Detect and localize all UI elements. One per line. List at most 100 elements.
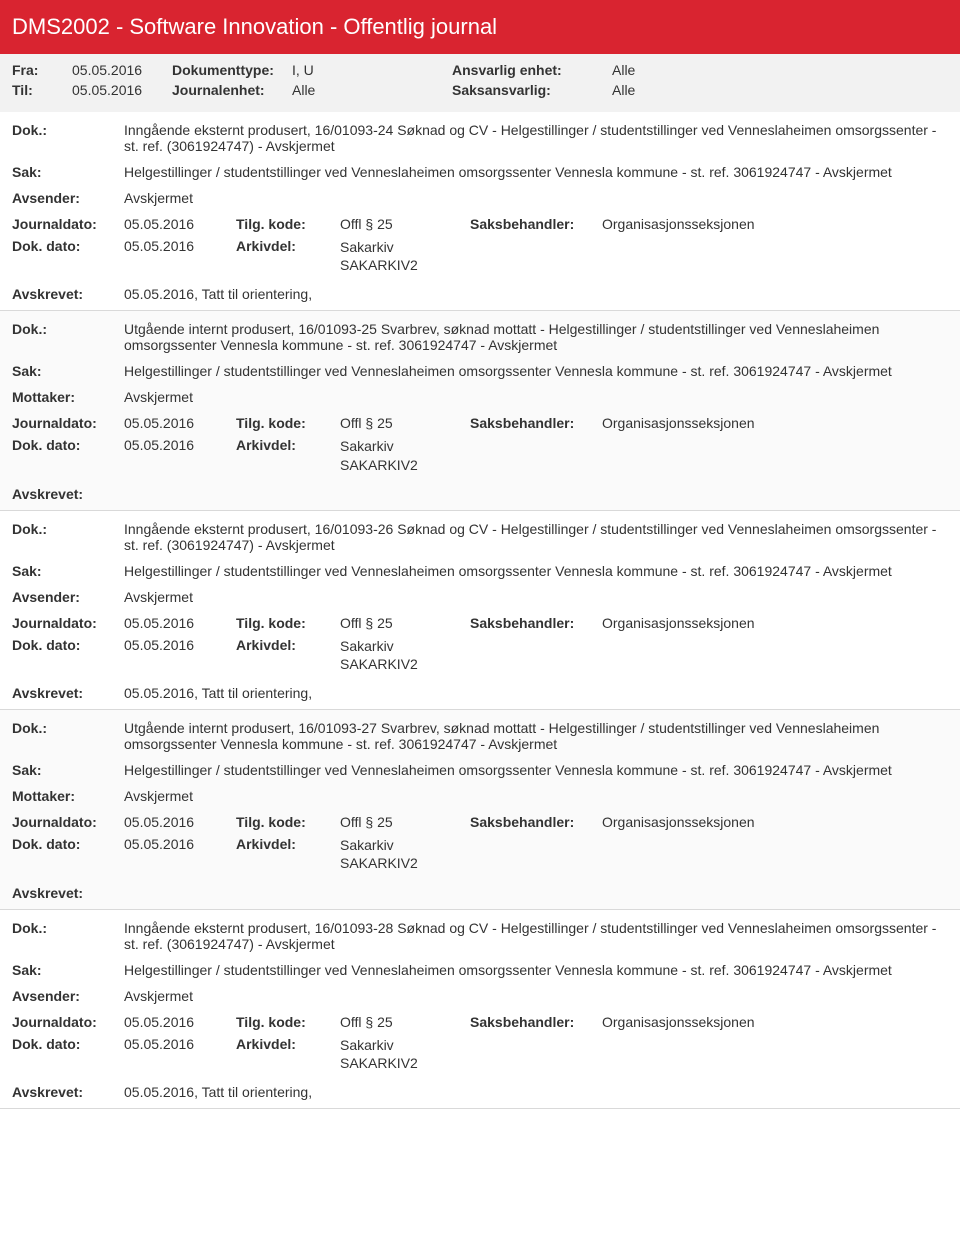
ansvarlig-value: Alle	[612, 62, 752, 78]
tilgkode-label: Tilg. kode:	[236, 814, 340, 830]
dok-label: Dok.:	[12, 720, 124, 736]
arkivdel-label: Arkivdel:	[236, 437, 340, 473]
avskrevet-label: Avskrevet:	[12, 1084, 124, 1100]
party-value: Avskjermet	[124, 389, 948, 405]
saksansvarlig-label: Saksansvarlig:	[452, 82, 612, 98]
dokdato-value: 05.05.2016	[124, 1036, 236, 1072]
journaldato-value: 05.05.2016	[124, 615, 236, 631]
journaldato-value: 05.05.2016	[124, 1014, 236, 1030]
dokdato-value: 05.05.2016	[124, 437, 236, 473]
dok-value: Inngående eksternt produsert, 16/01093-2…	[124, 521, 948, 553]
saksbehandler-value: Organisasjonsseksjonen	[602, 216, 948, 232]
party-label: Mottaker:	[12, 389, 124, 405]
dok-value: Utgående internt produsert, 16/01093-27 …	[124, 720, 948, 752]
dok-value: Inngående eksternt produsert, 16/01093-2…	[124, 920, 948, 952]
saksbehandler-value: Organisasjonsseksjonen	[602, 415, 948, 431]
tilgkode-label: Tilg. kode:	[236, 1014, 340, 1030]
til-label: Til:	[12, 82, 72, 98]
sak-label: Sak:	[12, 363, 124, 379]
sak-value: Helgestillinger / studentstillinger ved …	[124, 962, 948, 978]
dokdato-label: Dok. dato:	[12, 637, 124, 673]
fra-value: 05.05.2016	[72, 62, 172, 78]
sak-value: Helgestillinger / studentstillinger ved …	[124, 563, 948, 579]
tilgkode-value: Offl § 25	[340, 216, 470, 232]
saksbehandler-label: Saksbehandler:	[470, 814, 602, 830]
dokdato-value: 05.05.2016	[124, 836, 236, 872]
saksbehandler-value: Organisasjonsseksjonen	[602, 615, 948, 631]
tilgkode-value: Offl § 25	[340, 814, 470, 830]
avskrevet-value: 05.05.2016, Tatt til orientering,	[124, 286, 948, 302]
dok-label: Dok.:	[12, 122, 124, 138]
avskrevet-label: Avskrevet:	[12, 685, 124, 701]
party-label: Avsender:	[12, 988, 124, 1004]
saksbehandler-label: Saksbehandler:	[470, 1014, 602, 1030]
sak-label: Sak:	[12, 762, 124, 778]
avskrevet-value	[124, 885, 948, 901]
arkivdel-label: Arkivdel:	[236, 238, 340, 274]
til-value: 05.05.2016	[72, 82, 172, 98]
dok-value: Utgående internt produsert, 16/01093-25 …	[124, 321, 948, 353]
journaldato-label: Journaldato:	[12, 1014, 124, 1030]
arkivdel-value: Sakarkiv SAKARKIV2	[340, 1036, 418, 1072]
dok-value: Inngående eksternt produsert, 16/01093-2…	[124, 122, 948, 154]
journal-entry: Dok.: Utgående internt produsert, 16/010…	[0, 710, 960, 909]
journaldato-value: 05.05.2016	[124, 216, 236, 232]
tilgkode-label: Tilg. kode:	[236, 415, 340, 431]
dokdato-label: Dok. dato:	[12, 437, 124, 473]
arkivdel-label: Arkivdel:	[236, 836, 340, 872]
banner-title: DMS2002 - Software Innovation - Offentli…	[12, 14, 497, 39]
journal-entry: Dok.: Inngående eksternt produsert, 16/0…	[0, 511, 960, 710]
tilgkode-label: Tilg. kode:	[236, 216, 340, 232]
dokdato-label: Dok. dato:	[12, 836, 124, 872]
journaldato-label: Journaldato:	[12, 615, 124, 631]
dok-label: Dok.:	[12, 321, 124, 337]
dokdato-label: Dok. dato:	[12, 1036, 124, 1072]
tilgkode-label: Tilg. kode:	[236, 615, 340, 631]
arkivdel-label: Arkivdel:	[236, 637, 340, 673]
avskrevet-value	[124, 486, 948, 502]
journaldato-label: Journaldato:	[12, 814, 124, 830]
doktype-value: I, U	[292, 62, 452, 78]
fra-label: Fra:	[12, 62, 72, 78]
tilgkode-value: Offl § 25	[340, 1014, 470, 1030]
journalenhet-value: Alle	[292, 82, 452, 98]
party-value: Avskjermet	[124, 190, 948, 206]
dok-label: Dok.:	[12, 920, 124, 936]
party-label: Avsender:	[12, 190, 124, 206]
party-label: Avsender:	[12, 589, 124, 605]
dokdato-value: 05.05.2016	[124, 637, 236, 673]
avskrevet-value: 05.05.2016, Tatt til orientering,	[124, 1084, 948, 1100]
arkivdel-value: Sakarkiv SAKARKIV2	[340, 238, 418, 274]
ansvarlig-label: Ansvarlig enhet:	[452, 62, 612, 78]
saksbehandler-label: Saksbehandler:	[470, 415, 602, 431]
saksbehandler-value: Organisasjonsseksjonen	[602, 1014, 948, 1030]
saksbehandler-label: Saksbehandler:	[470, 615, 602, 631]
tilgkode-value: Offl § 25	[340, 415, 470, 431]
journaldato-label: Journaldato:	[12, 415, 124, 431]
sak-label: Sak:	[12, 563, 124, 579]
saksansvarlig-value: Alle	[612, 82, 752, 98]
sak-value: Helgestillinger / studentstillinger ved …	[124, 762, 948, 778]
party-value: Avskjermet	[124, 589, 948, 605]
arkivdel-value: Sakarkiv SAKARKIV2	[340, 437, 418, 473]
sak-label: Sak:	[12, 962, 124, 978]
page-banner: DMS2002 - Software Innovation - Offentli…	[0, 0, 960, 54]
sak-label: Sak:	[12, 164, 124, 180]
avskrevet-value: 05.05.2016, Tatt til orientering,	[124, 685, 948, 701]
journaldato-value: 05.05.2016	[124, 814, 236, 830]
journaldato-label: Journaldato:	[12, 216, 124, 232]
avskrevet-label: Avskrevet:	[12, 486, 124, 502]
saksbehandler-label: Saksbehandler:	[470, 216, 602, 232]
dokdato-value: 05.05.2016	[124, 238, 236, 274]
arkivdel-label: Arkivdel:	[236, 1036, 340, 1072]
journal-entry: Dok.: Inngående eksternt produsert, 16/0…	[0, 910, 960, 1109]
arkivdel-value: Sakarkiv SAKARKIV2	[340, 836, 418, 872]
journal-entry: Dok.: Inngående eksternt produsert, 16/0…	[0, 112, 960, 311]
journal-entry: Dok.: Utgående internt produsert, 16/010…	[0, 311, 960, 510]
sak-value: Helgestillinger / studentstillinger ved …	[124, 164, 948, 180]
tilgkode-value: Offl § 25	[340, 615, 470, 631]
saksbehandler-value: Organisasjonsseksjonen	[602, 814, 948, 830]
dokdato-label: Dok. dato:	[12, 238, 124, 274]
filter-bar: Fra: 05.05.2016 Dokumenttype: I, U Ansva…	[0, 54, 960, 112]
party-value: Avskjermet	[124, 788, 948, 804]
